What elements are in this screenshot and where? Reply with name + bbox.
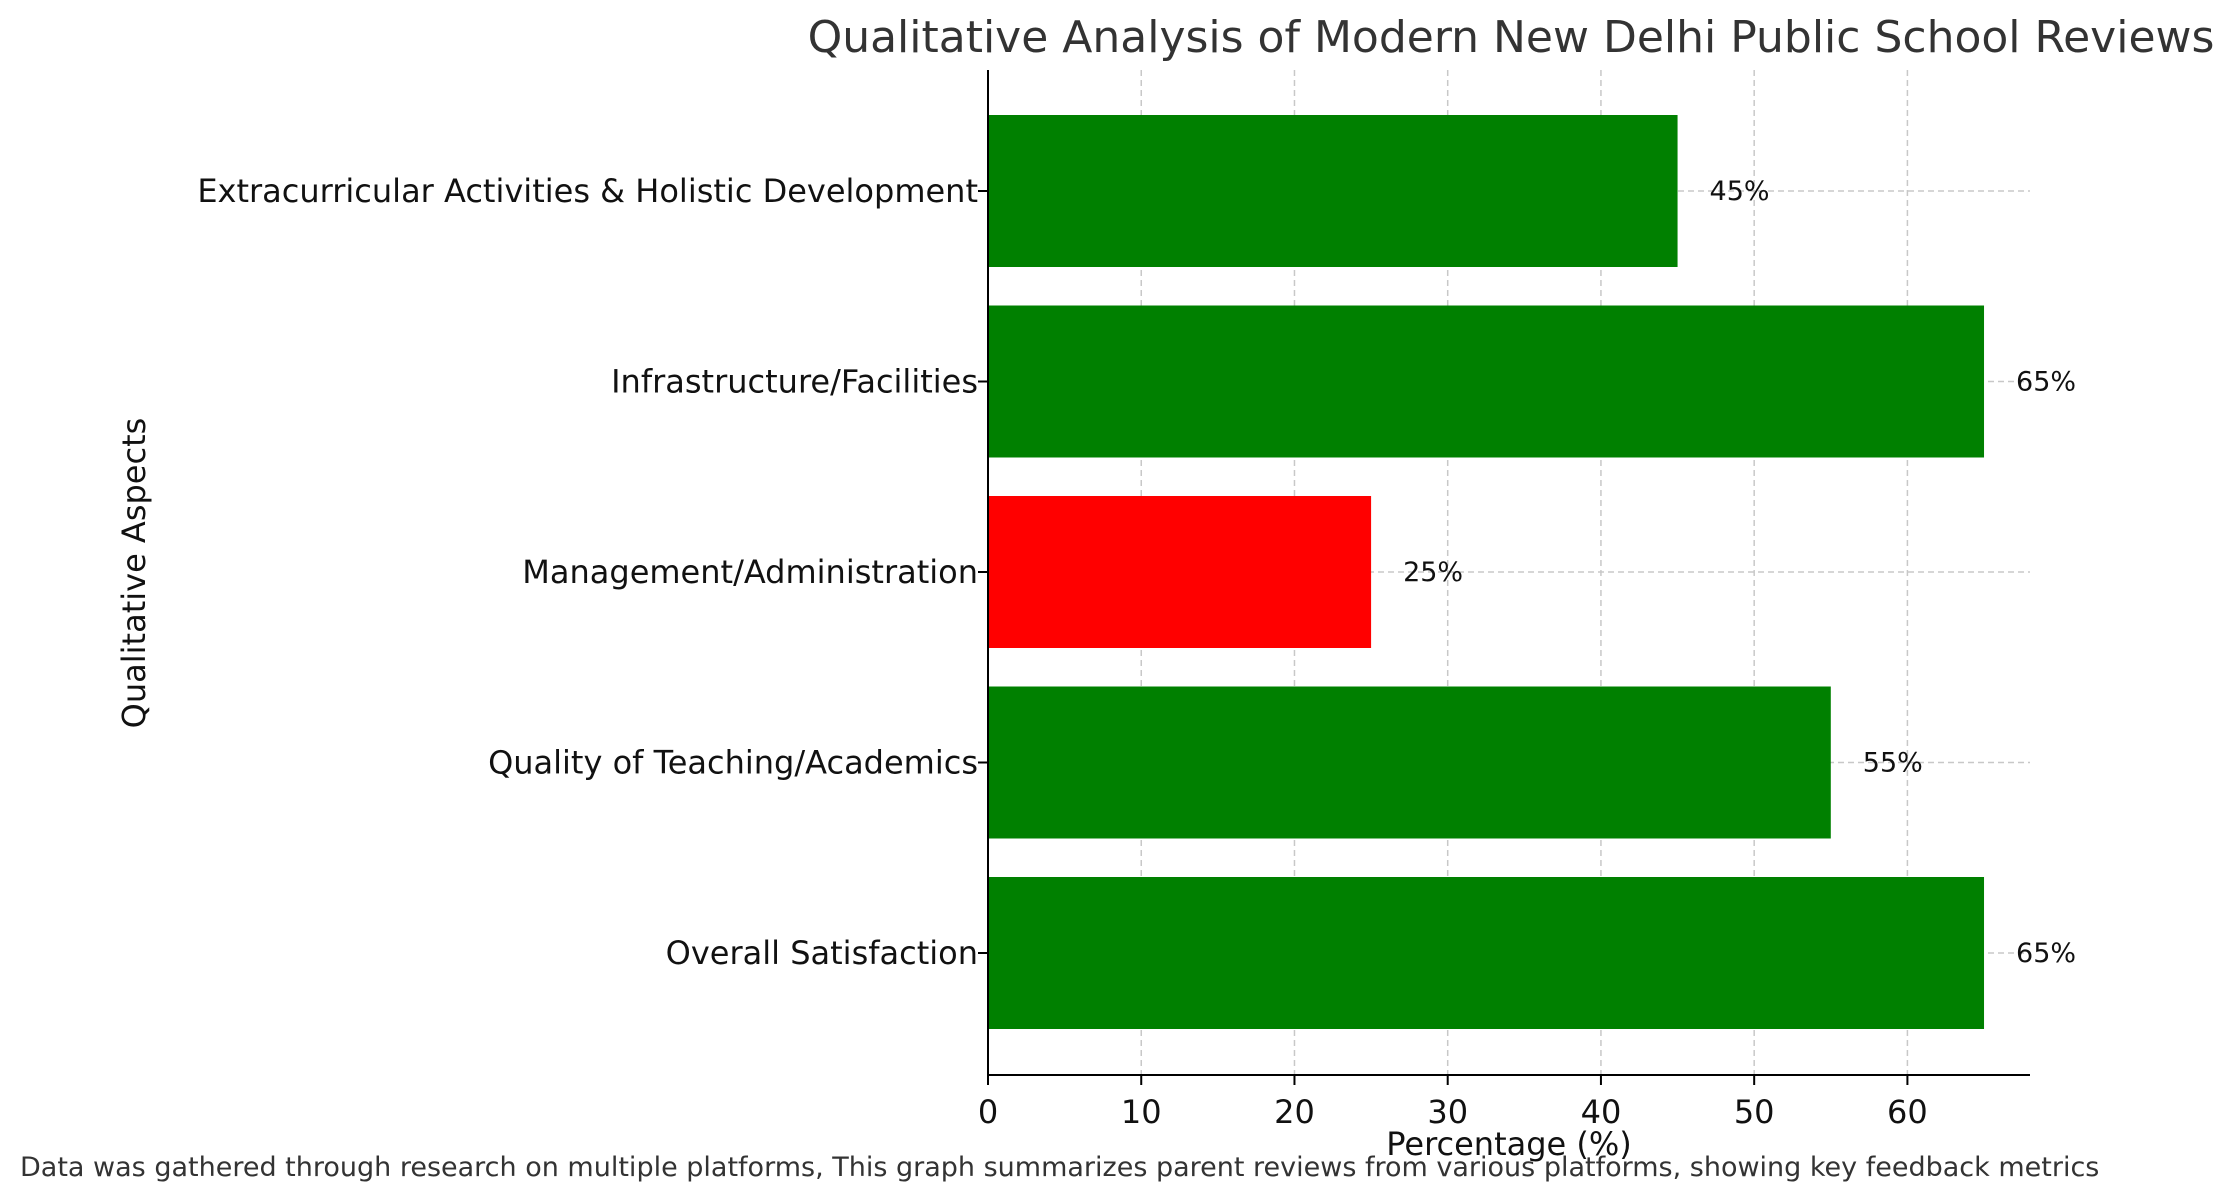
bar-value-label: 65%: [2016, 938, 2076, 969]
x-axis-title: Percentage (%): [1386, 1125, 1632, 1163]
y-category-labels: Overall Satisfaction Quality of Teaching/…: [197, 172, 988, 972]
bar: [988, 305, 1985, 458]
y-category-label: Infrastructure/Facilities: [611, 363, 978, 401]
x-tick-label: 50: [1734, 1093, 1775, 1131]
footnote: Data was gathered through research on mu…: [20, 1152, 2100, 1183]
x-tick-label: 40: [1581, 1093, 1622, 1131]
bar-value-label: 45%: [1710, 176, 1770, 207]
y-category-label: Extracurricular Activities & Holistic De…: [197, 172, 978, 210]
bar: [988, 877, 1985, 1029]
bar-value-label: 25%: [1403, 557, 1463, 588]
x-ticks: 0 10 20 30 40 50 60: [978, 1075, 1928, 1131]
bar: [988, 496, 1372, 648]
bar-value-label: 65%: [2016, 367, 2076, 398]
bar: [988, 115, 1678, 267]
y-axis-title: Qualitative Aspects: [115, 418, 153, 729]
data-labels: 65% 55% 25% 65% 45%: [1403, 176, 2076, 969]
x-tick-label: 10: [1121, 1093, 1162, 1131]
x-tick-label: 0: [978, 1093, 998, 1131]
x-tick-label: 30: [1427, 1093, 1468, 1131]
bar: [988, 686, 1831, 839]
x-tick-label: 60: [1887, 1093, 1928, 1131]
bar-value-label: 55%: [1863, 748, 1923, 779]
chart-title: Qualitative Analysis of Modern New Delhi…: [808, 12, 2215, 63]
bars: [988, 115, 1985, 1029]
y-category-label: Management/Administration: [522, 553, 978, 591]
x-tick-label: 20: [1274, 1093, 1315, 1131]
y-category-label: Quality of Teaching/Academics: [488, 744, 978, 782]
y-category-label: Overall Satisfaction: [666, 934, 978, 972]
